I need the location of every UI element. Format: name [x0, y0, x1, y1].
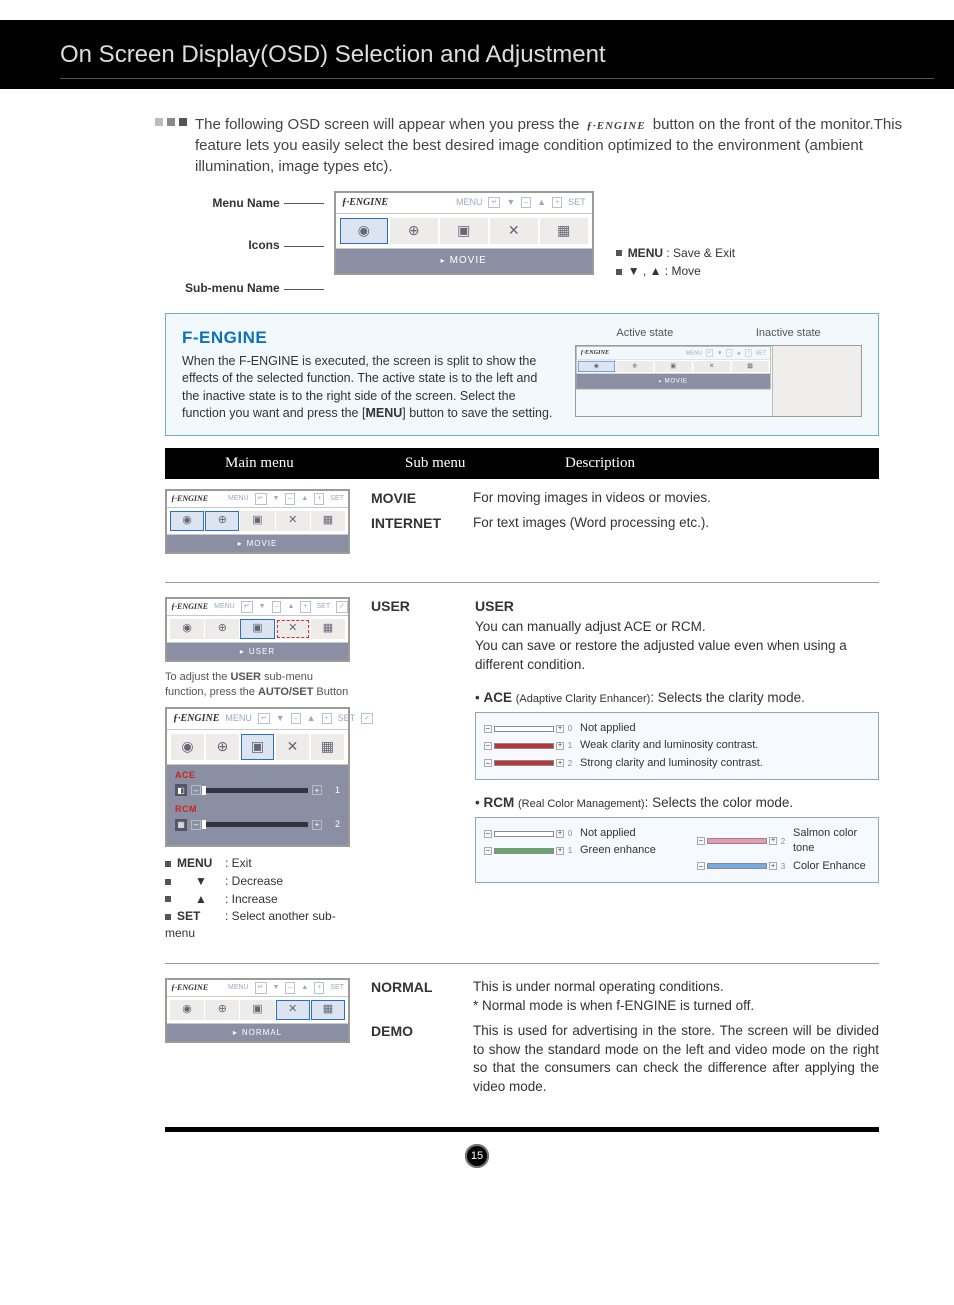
osd-thumb-movie: ƒ·ENGINEMENU↵▼–▲+SET ◉⊕▣✕▦ ▸MOVIE — [165, 489, 350, 554]
ace-heading: • ACE (Adaptive Clarity Enhancer): Selec… — [475, 689, 879, 708]
split-preview: ƒ·ENGINEMENU↵▼–▲+SET ◉⊕▣✕▦ ▸MOVIE — [575, 345, 862, 417]
fengine-heading: F-ENGINE — [182, 326, 555, 350]
submenu-demo: DEMO — [371, 1022, 459, 1098]
user-heading: USER — [475, 597, 879, 617]
fengine-button-label: ƒ·ENGINE — [584, 119, 649, 134]
intro-text: The following OSD screen will appear whe… — [195, 114, 909, 177]
page-title: On Screen Display(OSD) Selection and Adj… — [60, 38, 934, 79]
page-number: 15 — [465, 1144, 489, 1168]
desc-demo: This is used for advertising in the stor… — [473, 1022, 879, 1098]
submenu-normal: NORMAL — [371, 978, 459, 1016]
control-legend: MENU: Exit ▼: Decrease ▲: Increase SET: … — [165, 855, 355, 942]
osd-icon-demo[interactable]: ▦ — [540, 218, 588, 244]
ace-slider[interactable]: ◧–+1 — [175, 784, 340, 797]
osd-logo: ƒ·ENGINE — [342, 196, 388, 210]
submenu-movie: MOVIE — [371, 489, 459, 509]
osd-icon-movie[interactable]: ◉ — [340, 218, 388, 244]
osd-sub-label: ▸MOVIE — [336, 249, 592, 273]
submenu-internet: INTERNET — [371, 514, 459, 534]
user-desc-2: You can save or restore the adjusted val… — [475, 637, 879, 675]
osd-main-box: ƒ·ENGINE MENU↵ ▼– ▲+ SET ◉ ⊕ ▣ ✕ ▦ ▸MOVI… — [334, 191, 594, 275]
state-labels: Active state Inactive state — [575, 326, 862, 341]
osd-thumb-user: ƒ·ENGINEMENU↵▼–▲+SET✓ ◉⊕▣✕▦ ▸USER — [165, 597, 350, 662]
user-desc-1: You can manually adjust ACE or RCM. — [475, 618, 879, 637]
desc-internet: For text images (Word processing etc.). — [473, 514, 879, 534]
diagram-left-labels: Menu Name Icons Sub-menu Name — [185, 191, 324, 297]
ace-slider-label: ACE — [175, 769, 340, 782]
osd-icon-user[interactable]: ▣ — [440, 218, 488, 244]
table-header: Main menu Sub menu Description — [165, 448, 879, 479]
rcm-slider-label: RCM — [175, 803, 340, 816]
desc-movie: For moving images in videos or movies. — [473, 489, 879, 509]
rcm-slider[interactable]: ▦–+2 — [175, 818, 340, 831]
bottom-rule — [165, 1127, 879, 1132]
osd-icons-row: ◉ ⊕ ▣ ✕ ▦ — [336, 214, 592, 249]
osd-thumb-normal: ƒ·ENGINEMENU↵▼–▲+SET ◉⊕▣✕▦ ▸NORMAL — [165, 978, 350, 1043]
page-title-bar: On Screen Display(OSD) Selection and Adj… — [0, 20, 954, 89]
fengine-body: When the F-ENGINE is executed, the scree… — [182, 353, 555, 423]
desc-normal: This is under normal operating condition… — [473, 978, 879, 1016]
user-hint: To adjust the USER sub-menu function, pr… — [165, 670, 355, 701]
label-icons: Icons — [185, 237, 324, 254]
osd-icon-normal[interactable]: ✕ — [490, 218, 538, 244]
diagram-right-notes: MENU : Save & Exit ▼ , ▲ : Move — [616, 245, 735, 283]
rcm-options: –+0Not applied –+1Green enhance –+2Salmo… — [475, 817, 879, 883]
label-menu-name: Menu Name — [185, 195, 324, 212]
rcm-heading: • RCM (Real Color Management): Selects t… — [475, 794, 879, 813]
submenu-user: USER — [371, 597, 459, 943]
bullet-dots — [155, 118, 187, 177]
ace-options: –+0Not applied –+1Weak clarity and lumin… — [475, 712, 879, 780]
osd-icon-internet[interactable]: ⊕ — [390, 218, 438, 244]
fengine-info-panel: F-ENGINE When the F-ENGINE is executed, … — [165, 313, 879, 436]
label-submenu-name: Sub-menu Name — [185, 280, 324, 297]
osd-ace-rcm-box: ƒ·ENGINEMENU↵▼–▲+SET✓ ◉⊕▣✕▦ ACE ◧–+1 RCM… — [165, 707, 350, 847]
